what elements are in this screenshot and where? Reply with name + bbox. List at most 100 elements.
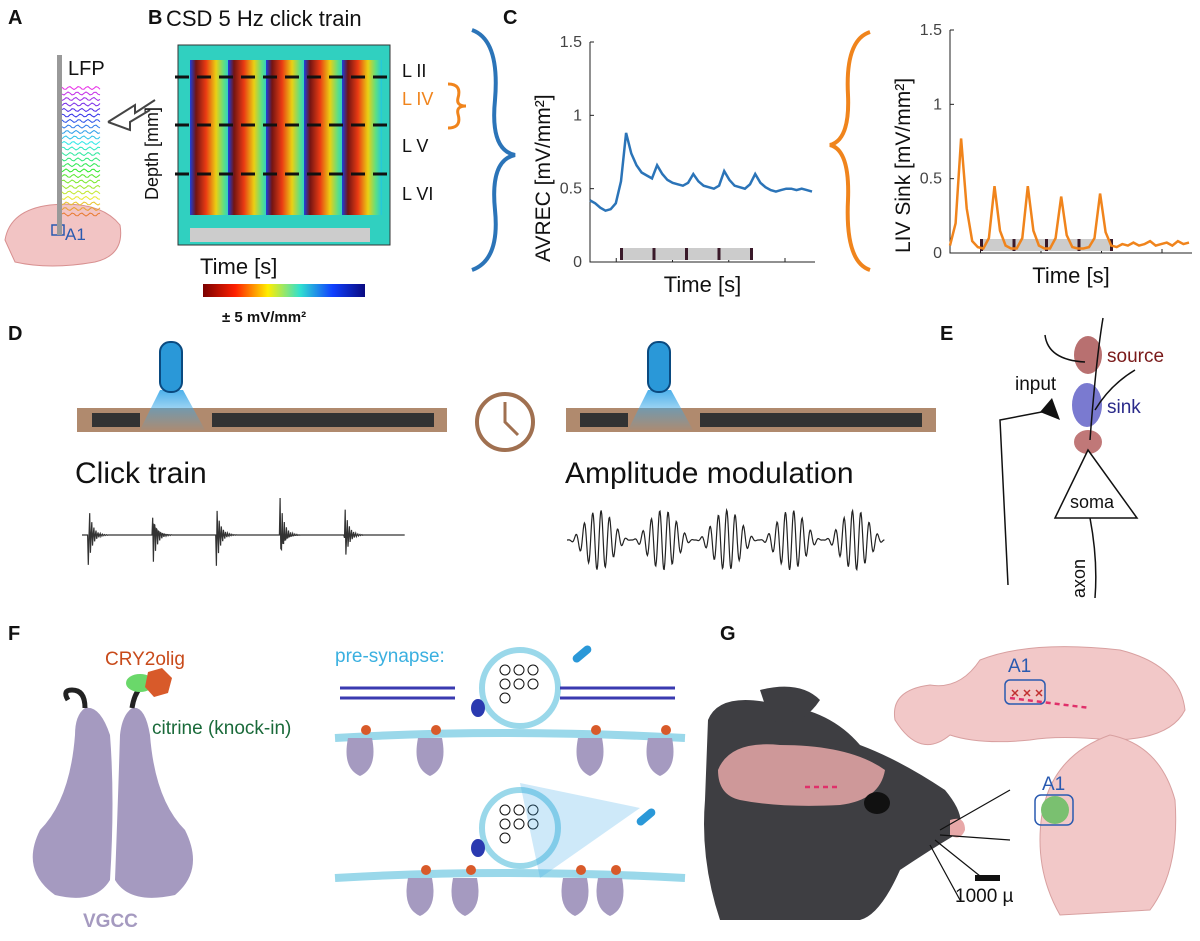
stimulus-click (717, 248, 721, 260)
cry2 (591, 725, 601, 735)
e-label: source (1107, 346, 1164, 367)
electrode (700, 413, 922, 427)
source (1074, 336, 1102, 374)
e-label: sink (1107, 397, 1141, 418)
fiber (647, 341, 671, 393)
stimulus-click (1045, 239, 1048, 251)
input-fiber (999, 409, 1053, 586)
y-axis-label: Depth [mm] (142, 107, 162, 200)
panel-letter: C (503, 7, 517, 29)
region-label: A1 (1042, 774, 1065, 795)
lfp-trace (61, 206, 101, 211)
cry2olig (145, 668, 172, 697)
stimulus-click (620, 248, 623, 260)
e-label: input (1015, 374, 1057, 395)
data-line (948, 138, 1190, 250)
light-beam (140, 390, 205, 430)
markers (1011, 689, 1043, 697)
panel-letter: E (940, 323, 953, 345)
scale-bar (975, 875, 1000, 881)
y-tick-label: 1 (933, 96, 942, 113)
layer-label: L V (402, 136, 428, 156)
y-tick-label: 0 (573, 254, 582, 271)
cry2 (611, 865, 621, 875)
f-label: citrine (knock-in) (152, 718, 291, 739)
region-box (1034, 794, 1074, 826)
heatmap-stripe (266, 60, 306, 215)
x-axis-label: Time [s] (1032, 263, 1109, 288)
probe-label: LFP (68, 58, 105, 80)
neurotransmitter (527, 664, 539, 676)
lfp-trace (61, 102, 101, 107)
heatmap-frame (177, 44, 391, 246)
stimulus-click (685, 248, 688, 260)
neurotransmitter (513, 678, 525, 690)
neurotransmitter (499, 804, 511, 816)
layer-label: L IV (402, 89, 433, 109)
region-label: A1 (1008, 656, 1031, 677)
source (1074, 430, 1102, 454)
y-tick-label: 0.5 (920, 171, 942, 188)
vgcc (406, 878, 434, 916)
panel-d: Click train Amplitude modulation (75, 341, 936, 572)
electrode (92, 413, 140, 427)
lfp-trace (61, 86, 101, 91)
stimulus-click (980, 239, 983, 251)
vgcc (561, 878, 589, 916)
light-beam (520, 783, 640, 878)
cry2 (576, 865, 586, 875)
scale-label: 1000 µ (955, 886, 1014, 907)
f-label: CRY2olig (105, 649, 185, 670)
click-waveform (82, 497, 405, 566)
vgcc (451, 878, 479, 916)
soma (1053, 448, 1139, 519)
bracket (829, 30, 871, 272)
vgcc (416, 738, 444, 776)
heatmap-stripe (342, 60, 382, 215)
stimulus-click (652, 248, 656, 260)
whiskers (929, 789, 1011, 901)
lfp-traces (61, 86, 101, 217)
neurotransmitter (513, 818, 525, 830)
panel-f: CRY2olig citrine (knock-in) VGCC pre-syn… (32, 645, 686, 932)
cut-line (1009, 696, 1091, 710)
mouse-ear (760, 686, 820, 723)
neurotransmitter (499, 664, 511, 676)
heatmap-stripe (190, 60, 230, 215)
lfp-trace (61, 212, 101, 217)
vgcc (576, 738, 604, 776)
stimulus-click (750, 248, 753, 260)
layer-label: L II (402, 61, 426, 81)
region-box (1004, 679, 1046, 705)
eye (864, 792, 890, 814)
cry2 (361, 725, 371, 735)
lfp-trace (61, 146, 101, 151)
f-label: VGCC (83, 911, 138, 932)
y-tick-label: 1 (573, 107, 582, 124)
y-tick-label: 0.5 (560, 181, 582, 198)
fiber (159, 341, 183, 393)
stimulus-bar (190, 228, 370, 242)
heatmap-stripe (304, 60, 344, 215)
neurotransmitter (527, 678, 539, 690)
panel-b: CSD 5 Hz click train L II L IV L V L VI … (142, 6, 871, 326)
neurotransmitter (513, 804, 525, 816)
protein (471, 839, 485, 857)
heatmap-title: CSD 5 Hz click train (166, 6, 362, 31)
panel-letter: G (720, 623, 736, 645)
synapse (1040, 398, 1060, 420)
lfp-trace (61, 173, 101, 179)
stimulus-label: Click train (75, 457, 207, 490)
clock (475, 392, 535, 452)
cry2 (661, 725, 671, 735)
y-tick-label: 0 (933, 245, 942, 262)
colorbar-label: ± 5 mV/mm² (222, 309, 306, 326)
neurotransmitter (513, 664, 525, 676)
brain-side (893, 646, 1186, 745)
lfp-trace (61, 168, 101, 173)
x-axis-label: Time [s] (200, 254, 277, 279)
lfp-trace (61, 91, 101, 96)
neurotransmitter (499, 832, 511, 844)
panel-letter: F (8, 623, 20, 645)
